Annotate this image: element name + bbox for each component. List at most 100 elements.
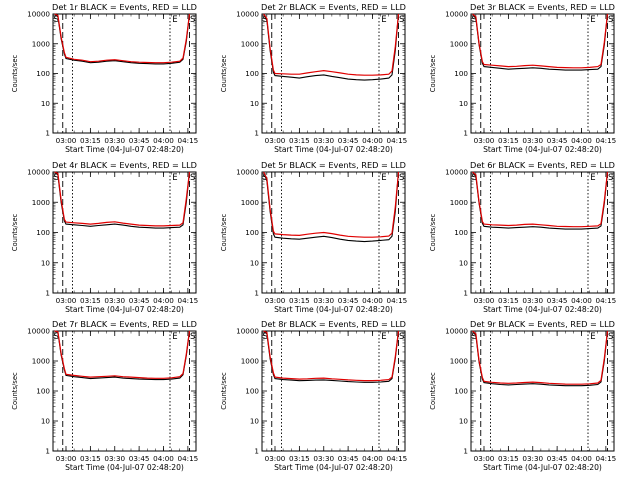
- x-tick-label: 04:15: [596, 136, 617, 145]
- lld-series-line: [54, 13, 191, 64]
- x-tick-label: 03:00: [56, 454, 77, 463]
- time-marker-label: S: [54, 173, 59, 183]
- events-series-line: [54, 171, 191, 229]
- x-tick-label: 03:30: [104, 454, 125, 463]
- lld-series-line: [472, 13, 609, 69]
- time-marker-label: E: [590, 332, 595, 342]
- x-tick-label: 04:00: [153, 296, 174, 305]
- time-marker-label: S: [608, 173, 613, 183]
- y-tick-label: 10: [459, 417, 469, 426]
- time-marker-label: S: [472, 332, 477, 342]
- x-tick-label: 03:00: [474, 296, 495, 305]
- plot-frame: [52, 330, 197, 452]
- time-marker-label: E: [590, 173, 595, 183]
- x-tick-label: 03:45: [547, 136, 568, 145]
- y-tick-label: 10000: [445, 327, 468, 336]
- y-tick-label: 10000: [27, 10, 50, 19]
- y-axis-label: Counts/sec: [11, 214, 19, 252]
- chart-panel-4: Det 4r BLACK = Events, RED = LLD 1 10 100 10…: [11, 160, 198, 314]
- x-tick-label: 04:15: [387, 136, 408, 145]
- x-tick-label: 03:00: [265, 296, 286, 305]
- x-tick-label: 03:30: [522, 454, 543, 463]
- time-marker-label: S: [263, 332, 268, 342]
- y-tick-label: 100: [245, 228, 259, 237]
- events-series-line: [472, 330, 609, 387]
- chart-panel-6: Det 6r BLACK = Events, RED = LLD 1 10 100 10…: [429, 160, 616, 314]
- y-tick-label: 1: [254, 129, 259, 138]
- events-series-line: [472, 13, 609, 71]
- x-axis-label: Start Time (04-Jul-07 02:48:20): [274, 305, 393, 314]
- x-tick-label: 03:00: [265, 136, 286, 145]
- time-marker-label: S: [399, 15, 404, 25]
- y-tick-label: 10000: [445, 10, 468, 19]
- events-series-line: [263, 13, 400, 81]
- chart-panel-7: Det 7r BLACK = Events, RED = LLD 1 10 100 10…: [11, 319, 198, 472]
- y-axis-label: Counts/sec: [220, 372, 228, 410]
- lld-series-line: [263, 171, 400, 238]
- plot-frame: [52, 13, 197, 134]
- x-tick-label: 04:00: [571, 136, 592, 145]
- y-tick-label: 1000: [450, 39, 469, 48]
- x-tick-label: 03:45: [547, 454, 568, 463]
- y-tick-label: 1: [254, 447, 259, 456]
- y-tick-label: 10000: [236, 168, 259, 177]
- time-marker-label: E: [172, 332, 177, 342]
- y-tick-label: 1000: [32, 357, 51, 366]
- y-tick-label: 10: [459, 99, 469, 108]
- y-tick-label: 100: [36, 69, 50, 78]
- lld-series-line: [54, 171, 191, 227]
- x-tick-label: 03:00: [474, 136, 495, 145]
- y-tick-label: 100: [454, 387, 468, 396]
- y-tick-label: 100: [36, 228, 50, 237]
- x-tick-label: 03:15: [498, 296, 519, 305]
- time-marker-label: E: [381, 15, 386, 25]
- x-tick-label: 03:00: [474, 454, 495, 463]
- time-marker-label: S: [263, 15, 268, 25]
- lld-series-line: [472, 330, 609, 385]
- time-marker-label: S: [608, 15, 613, 25]
- y-tick-label: 100: [245, 387, 259, 396]
- x-tick-label: 03:30: [104, 296, 125, 305]
- y-tick-label: 1: [463, 129, 468, 138]
- x-tick-label: 03:30: [313, 454, 334, 463]
- lld-series-line: [54, 330, 191, 379]
- x-tick-label: 03:45: [129, 454, 150, 463]
- x-tick-label: 03:30: [313, 136, 334, 145]
- plot-frame: [470, 13, 615, 134]
- x-tick-label: 04:00: [571, 454, 592, 463]
- y-tick-label: 10: [459, 258, 469, 267]
- x-tick-label: 03:00: [265, 454, 286, 463]
- chart-title: Det 6r BLACK = Events, RED = LLD: [470, 160, 615, 170]
- x-axis-label: Start Time (04-Jul-07 02:48:20): [274, 145, 393, 154]
- y-tick-label: 1: [45, 129, 50, 138]
- chart-title: Det 2r BLACK = Events, RED = LLD: [261, 2, 406, 12]
- x-tick-label: 04:15: [178, 454, 199, 463]
- time-marker-label: E: [172, 173, 177, 183]
- y-tick-label: 1000: [241, 357, 260, 366]
- y-tick-label: 1: [45, 289, 50, 298]
- y-tick-label: 1: [463, 447, 468, 456]
- x-tick-label: 03:15: [289, 136, 310, 145]
- x-tick-label: 03:45: [338, 296, 359, 305]
- chart-panel-1: Det 1r BLACK = Events, RED = LLD 1 10 100 10…: [11, 2, 198, 154]
- x-axis-label: Start Time (04-Jul-07 02:48:20): [65, 463, 184, 472]
- time-marker-label: E: [590, 15, 595, 25]
- y-tick-label: 10: [250, 99, 260, 108]
- chart-title: Det 1r BLACK = Events, RED = LLD: [52, 2, 197, 12]
- y-axis-label: Counts/sec: [220, 55, 228, 93]
- x-tick-label: 04:15: [596, 296, 617, 305]
- chart-panel-5: Det 5r BLACK = Events, RED = LLD 1 10 100 10…: [220, 160, 407, 314]
- chart-panel-9: Det 9r BLACK = Events, RED = LLD 1 10 100 10…: [429, 319, 616, 472]
- x-tick-label: 04:00: [153, 454, 174, 463]
- x-tick-label: 03:15: [498, 454, 519, 463]
- y-axis-label: Counts/sec: [429, 214, 437, 252]
- x-tick-label: 03:30: [522, 136, 543, 145]
- y-axis-label: Counts/sec: [11, 372, 19, 410]
- y-tick-label: 10000: [236, 327, 259, 336]
- y-tick-label: 1000: [241, 198, 260, 207]
- x-tick-label: 04:00: [571, 296, 592, 305]
- x-tick-label: 03:00: [56, 296, 77, 305]
- y-tick-label: 10: [41, 99, 51, 108]
- plot-frame: [52, 171, 197, 294]
- x-tick-label: 03:45: [338, 136, 359, 145]
